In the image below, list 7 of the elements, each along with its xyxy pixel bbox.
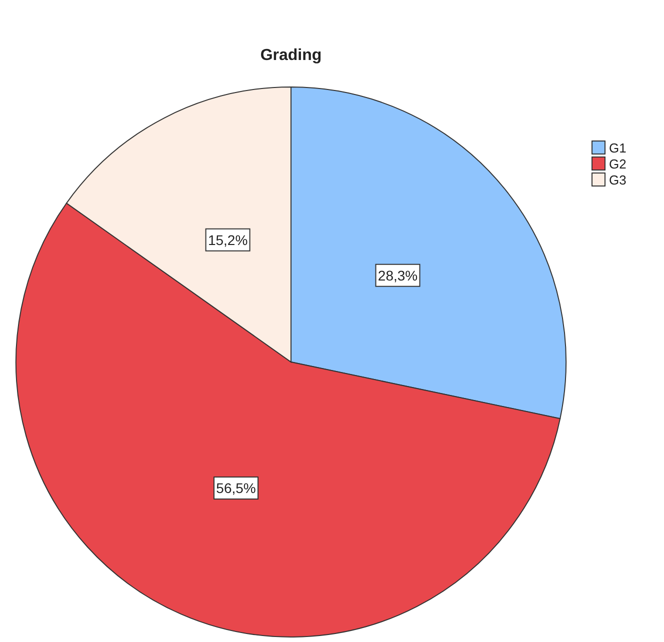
legend-label: G3: [609, 172, 626, 188]
data-label: 56,5%: [216, 480, 256, 496]
legend-label: G1: [609, 140, 626, 156]
legend-label: G2: [609, 156, 626, 172]
data-label: 28,3%: [378, 267, 418, 284]
data-label: 15,2%: [208, 232, 248, 248]
chart-title: Grading: [260, 47, 322, 64]
